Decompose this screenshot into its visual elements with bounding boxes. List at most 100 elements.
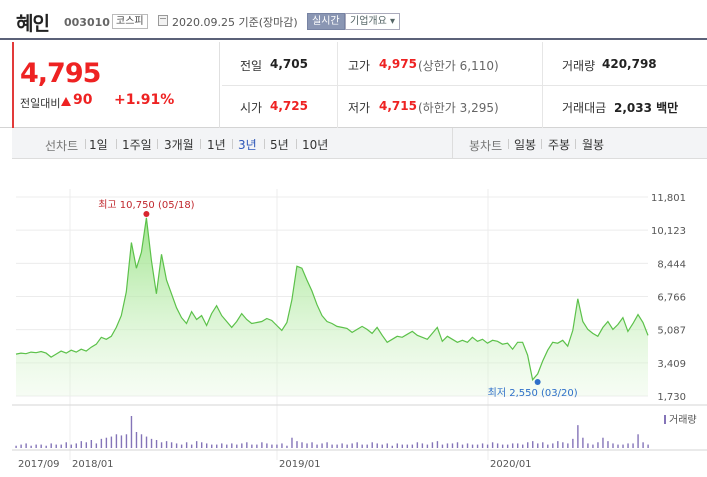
candle-weekly[interactable]: 주봉 <box>548 138 571 152</box>
y-tick-label: 10,123 <box>651 226 686 237</box>
volume-bar <box>522 444 524 448</box>
volume-bar <box>231 443 233 448</box>
separator <box>85 139 86 149</box>
volume-legend-label: 거래량 <box>669 414 697 426</box>
volume-bar <box>25 443 27 448</box>
volume-bar <box>80 441 83 448</box>
company-overview-dropdown[interactable]: 기업개요 ▾ <box>345 13 400 30</box>
volume-label: 거래량 <box>562 59 596 73</box>
period-1w[interactable]: 1주일 <box>122 138 152 152</box>
high-value: 4,975 <box>379 57 417 71</box>
volume-bar <box>461 444 464 448</box>
volume-bar <box>316 444 318 448</box>
price-area-fill <box>16 217 648 396</box>
volume-bar <box>241 443 243 448</box>
x-tick-label: 2018/01 <box>72 459 114 470</box>
volume-bar <box>311 442 313 448</box>
volume-bar <box>632 443 634 448</box>
open-value: 4,725 <box>270 99 308 113</box>
volume-bar <box>221 443 223 448</box>
volume-bar <box>481 443 484 448</box>
volume-bar <box>336 444 338 448</box>
volume-legend-swatch <box>664 415 666 424</box>
volume-bar <box>527 442 529 448</box>
volume-bar <box>50 443 52 448</box>
volume-bar <box>496 443 499 448</box>
volume-bar <box>145 436 148 448</box>
volume-bar <box>185 442 188 448</box>
volume-bar <box>406 444 409 448</box>
volume-bar <box>451 443 454 448</box>
period-3y[interactable]: 3년 <box>238 138 257 152</box>
col-divider <box>542 42 543 128</box>
volume-bar <box>135 432 138 448</box>
volume-bar <box>411 444 414 448</box>
open-label: 시가 <box>240 101 263 115</box>
line-chart-label: 선차트 <box>45 139 79 153</box>
volume-bar <box>532 441 534 448</box>
volume-bar <box>582 437 584 448</box>
separator <box>200 139 201 149</box>
volume-bar <box>436 441 439 448</box>
volume-bar <box>391 445 393 448</box>
separator <box>541 139 542 149</box>
chart-period-bar: 선차트 1일 1주일 3개월 1년 3년 5년 10년 봉차트 일봉 주봉 월봉 <box>12 128 707 159</box>
volume-bar <box>381 444 383 448</box>
volume-bar <box>557 441 559 448</box>
prev-close-label: 전일 <box>240 59 263 73</box>
volume-bar <box>466 443 469 448</box>
volume-bar <box>592 444 594 448</box>
volume-bar <box>190 444 193 448</box>
volume-bar <box>115 434 118 448</box>
trade-value: 2,033 백만 <box>614 101 679 115</box>
volume-bar <box>321 443 323 448</box>
volume-bar <box>612 443 614 448</box>
candle-monthly[interactable]: 월봉 <box>582 138 605 152</box>
candle-chart-tabs: 봉차트 일봉 주봉 월봉 <box>452 128 707 159</box>
period-3m[interactable]: 3개월 <box>164 138 194 152</box>
volume-bar <box>637 434 639 448</box>
volume-bar <box>366 444 368 448</box>
realtime-button[interactable]: 실시간 <box>307 13 345 30</box>
volume-bar <box>165 441 168 448</box>
period-10y[interactable]: 10년 <box>302 138 329 152</box>
volume-bar <box>125 434 128 448</box>
volume-bar <box>15 445 17 448</box>
candle-daily[interactable]: 일봉 <box>514 138 537 152</box>
volume-bar <box>180 444 183 448</box>
volume-bar <box>60 444 62 448</box>
volume-bar <box>607 441 609 448</box>
volume-bar <box>291 437 293 448</box>
volume-bar <box>120 435 123 448</box>
volume-bar <box>491 442 494 448</box>
prev-close-value: 4,705 <box>270 57 308 71</box>
period-5y[interactable]: 5년 <box>270 138 289 152</box>
volume-bar <box>371 442 373 448</box>
volume-bar <box>301 442 303 448</box>
x-tick-label: 2020/01 <box>490 459 532 470</box>
lower-limit: (하한가 3,295) <box>418 101 499 115</box>
volume-bar <box>416 442 419 448</box>
period-1y[interactable]: 1년 <box>207 138 226 152</box>
volume-bar <box>110 436 113 448</box>
volume-bar <box>85 442 88 448</box>
volume-bar <box>386 443 388 448</box>
change-value: 90 <box>73 92 93 108</box>
volume-bar <box>642 442 644 448</box>
price-chart[interactable]: 11,801 10,123 8,444 6,766 5,087 3,409 1,730 최고… <box>0 160 707 477</box>
chart-svg: 11,801 10,123 8,444 6,766 5,087 3,409 1,730 최고… <box>12 189 707 470</box>
volume-bar <box>396 443 399 448</box>
volume-bar <box>65 442 67 448</box>
volume-bar <box>226 444 228 448</box>
volume-bar <box>286 445 288 448</box>
high-marker <box>143 211 150 217</box>
volume-bar <box>486 444 489 448</box>
volume-bar <box>346 444 348 448</box>
col-divider <box>337 42 338 128</box>
volume-bar <box>476 444 479 448</box>
volume-bar <box>195 441 198 448</box>
volume-bar <box>216 444 218 448</box>
volume-bar <box>281 443 283 448</box>
period-1d[interactable]: 1일 <box>89 138 108 152</box>
volume-bar <box>376 443 378 448</box>
